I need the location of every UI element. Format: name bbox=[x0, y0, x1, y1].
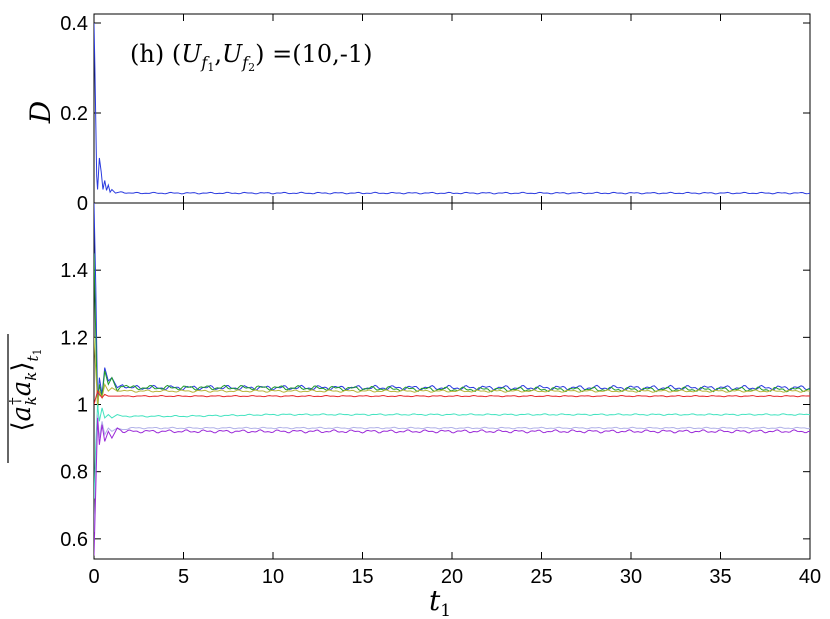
y-tick-label: 0.8 bbox=[60, 462, 88, 484]
series-line-1-3 bbox=[94, 389, 810, 405]
series-line-1-5 bbox=[94, 414, 810, 533]
y-tick-label: 1.2 bbox=[60, 327, 88, 349]
y-tick-label: 1.4 bbox=[60, 260, 88, 282]
y-tick-label: 0.6 bbox=[60, 529, 88, 551]
top-series-group bbox=[94, 22, 810, 195]
top-y-axis-title: D bbox=[24, 101, 57, 124]
y-tick-label: 0.2 bbox=[60, 103, 88, 125]
x-tick-label: 30 bbox=[620, 566, 642, 588]
x-tick-label: 5 bbox=[178, 566, 189, 588]
series-line-1-0 bbox=[94, 203, 810, 405]
y-tick-label: 0.4 bbox=[60, 13, 88, 35]
y-tick-label: 1 bbox=[77, 395, 88, 417]
x-tick-label: 15 bbox=[351, 566, 373, 588]
series-line-1-6 bbox=[94, 417, 810, 556]
x-tick-label: 10 bbox=[262, 566, 284, 588]
bottom-panel: 0.60.811.21.40 5 10 15 20 25 30 35 40 ⟨a†kak⟩t1 … bbox=[6, 202, 821, 619]
series-line-0-0 bbox=[94, 22, 810, 195]
series-line-1-2 bbox=[94, 337, 810, 405]
x-tick-label: 0 bbox=[88, 566, 99, 588]
series-line-1-1 bbox=[94, 253, 810, 412]
x-tick-label: 40 bbox=[799, 566, 821, 588]
top-annotation: (h) (Uf1,Uf2) =(10,-1) bbox=[130, 40, 373, 74]
x-tick-label: 20 bbox=[441, 566, 463, 588]
bottom-plot-frame bbox=[93, 202, 811, 560]
x-axis-title: t1 bbox=[429, 584, 451, 619]
bottom-axis-ticks: 0.6 0.8 1 1.2 1.4 0 5 10 15 20 25 30 35 40 bbox=[60, 203, 821, 588]
series-line-1-4 bbox=[94, 404, 810, 499]
x-tick-label: 25 bbox=[530, 566, 552, 588]
bottom-y-axis-title: ⟨a†kak⟩t1 bbox=[6, 334, 44, 463]
svg-text:⟨a†kak⟩t1: ⟨a†kak⟩t1 bbox=[6, 348, 44, 431]
bottom-series-group bbox=[94, 203, 810, 556]
top-panel: 0 0.2 0.4 (h) (Uf1,Uf2) =(10,-1) D bbox=[24, 13, 811, 215]
y-tick-label: 0 bbox=[77, 193, 88, 215]
x-tick-label: 35 bbox=[709, 566, 731, 588]
top-y-ticks: 0 0.2 0.4 bbox=[60, 13, 811, 215]
